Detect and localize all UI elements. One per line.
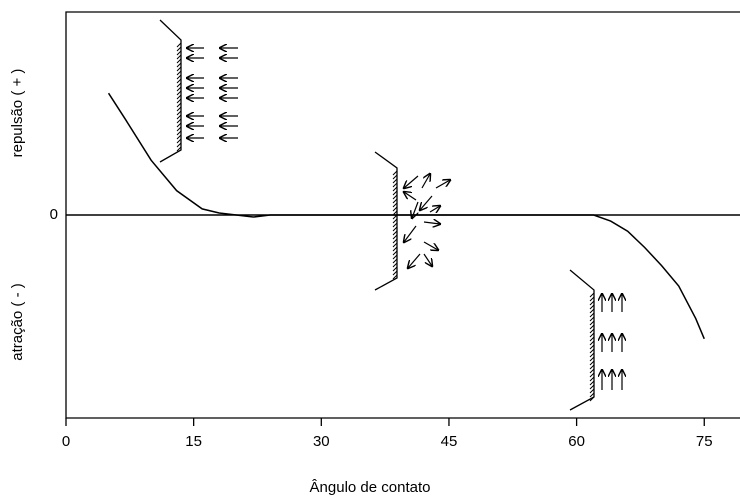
x-tick-label: 30 [313,433,330,450]
diagram-neutral [374,151,450,291]
x-tick-label: 45 [441,433,458,450]
x-axis-label: Ângulo de contato [310,479,431,496]
y-label-top: repulsão ( + ) [9,69,26,158]
curve [107,92,705,340]
wall-hatch [589,292,595,402]
x-tick-label: 75 [696,433,713,450]
x-tick-label: 60 [568,433,585,450]
y-tick-label: 0 [50,206,58,223]
diagram-repulsion [159,19,238,163]
y-label-bottom: atração ( - ) [9,283,26,361]
x-tick-label: 15 [185,433,202,450]
diagram-attraction [569,269,622,411]
wall-hatch [176,42,182,152]
x-tick-label: 0 [62,433,70,450]
wall-hatch [392,170,398,280]
